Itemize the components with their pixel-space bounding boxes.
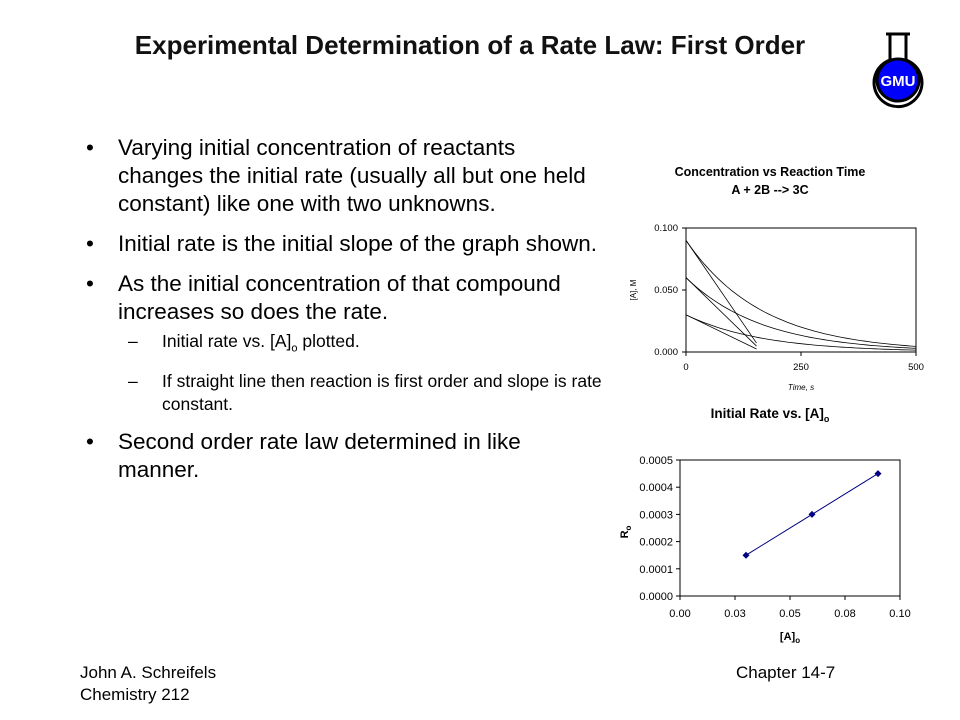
flask-bulb <box>875 57 921 103</box>
chart2-ytick-label: 0.0001 <box>639 564 673 576</box>
bullet-list: Varying initial concentration of reactan… <box>86 134 606 496</box>
sub-bullet-1-subscript: o <box>291 342 298 355</box>
bullet-2: Initial rate is the initial slope of the… <box>86 230 606 258</box>
chart2-xtick-label: 0.00 <box>669 608 690 620</box>
bullet-3-text: As the initial concentration of that com… <box>118 271 561 324</box>
chart2-point-2 <box>808 510 816 518</box>
chart1-curve-1 <box>685 240 917 347</box>
footer-left: John A. Schreifels Chemistry 212 <box>80 662 216 706</box>
chart1-tangent-3 <box>685 314 757 350</box>
slide-title: Experimental Determination of a Rate Law… <box>134 30 806 60</box>
chart2-ytick-label: 0.0003 <box>639 509 673 521</box>
chart2-point-1 <box>742 551 750 559</box>
chart1-xlabel: Time, s <box>788 383 814 392</box>
chart1-ylabel: [A], M <box>629 279 638 300</box>
chart2-title-sub: o <box>824 414 830 424</box>
flask-icon <box>872 32 924 109</box>
sub-bullet-1-after: plotted. <box>297 331 360 351</box>
chart1-xtick-label: 500 <box>908 362 924 373</box>
chart2-xtick-label: 0.05 <box>779 608 800 620</box>
chart2-xtick-label: 0.10 <box>889 608 910 620</box>
chart2-xtick-label: 0.03 <box>724 608 745 620</box>
chart2-point-3 <box>874 470 882 478</box>
chart1-xtick-label: 0 <box>683 362 688 373</box>
chart1-ytick-label: 0.050 <box>654 285 678 296</box>
chart1-ytick-label: 0.100 <box>654 223 678 234</box>
sub-bullet-1-before: Initial rate vs. [A] <box>162 331 292 351</box>
chart1-title: Concentration vs Reaction Time <box>675 165 866 179</box>
chart2-xlabel-text: [A] <box>780 631 796 643</box>
logo-text: GMU <box>881 73 916 90</box>
initial-rate-chart: Initial Rate vs. [A]o 0.00000.00010.0002… <box>619 406 911 645</box>
chart1-tangent-2 <box>685 277 757 347</box>
chart1-tangent-1 <box>685 240 757 344</box>
bullet-1: Varying initial concentration of reactan… <box>86 134 606 218</box>
footer-course: Chemistry 212 <box>80 685 190 704</box>
chart2-xtick-label: 0.08 <box>834 608 855 620</box>
footer-author: John A. Schreifels <box>80 663 217 682</box>
chart2-ytick-label: 0.0004 <box>639 482 673 494</box>
chart2-xlabel-sub: o <box>795 636 800 645</box>
gmu-flask-logo: GMU <box>872 32 924 109</box>
chart1-subtitle: A + 2B --> 3C <box>731 183 808 197</box>
chart2-xlabel: [A]o <box>780 631 800 645</box>
chart2-ylabel-sub: o <box>624 525 633 530</box>
chart2-title: Initial Rate vs. [A]o <box>711 406 830 424</box>
chart2-title-text: Initial Rate vs. [A] <box>711 406 824 421</box>
sub-bullet-2: If straight line then reaction is first … <box>118 370 606 416</box>
chart2-ytick-label: 0.0002 <box>639 537 673 549</box>
bullet-3: As the initial concentration of that com… <box>86 270 606 416</box>
footer-page: Chapter 14-7 <box>736 663 836 682</box>
sub-bullet-list: Initial rate vs. [A]o plotted. If straig… <box>118 330 606 416</box>
sub-bullet-1: Initial rate vs. [A]o plotted. <box>118 330 606 361</box>
chart2-ylabel-text: R <box>619 530 631 538</box>
chart1-ytick-label: 0.000 <box>654 347 678 358</box>
chart2-ytick-label: 0.0005 <box>639 455 673 467</box>
chart2-ylabel: Ro <box>619 525 633 538</box>
chart2-ytick-label: 0.0000 <box>639 591 673 603</box>
chart1-xtick-label: 250 <box>793 362 809 373</box>
bullet-4: Second order rate law determined in like… <box>86 428 606 484</box>
chart1-curve-3 <box>685 314 917 351</box>
chart1-curve-2 <box>685 277 917 349</box>
concentration-time-chart: Concentration vs Reaction Time A + 2B --… <box>629 165 924 392</box>
